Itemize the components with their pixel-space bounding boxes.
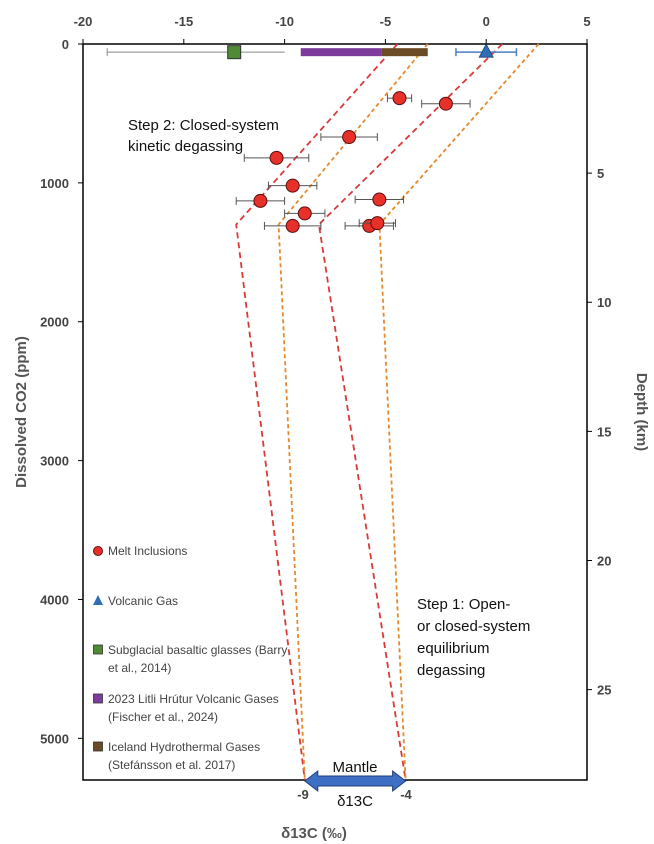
- legend-label: Volcanic Gas: [108, 594, 178, 608]
- step1-label-line3: equilibrium: [417, 640, 490, 657]
- axis-ticks: -20 -15 -10 -5 0 5 0 1000 2000 3000 4000 5000 5 10 15 2…: [40, 14, 611, 746]
- legend-label: et al., 2014): [108, 661, 171, 675]
- melt-inclusion-point: [342, 130, 357, 145]
- y-tick-label: 1000: [40, 176, 69, 191]
- legend-label: Subglacial basaltic glasses (Barry: [108, 643, 287, 657]
- melt-inclusion-point: [253, 193, 268, 208]
- legend-square-marker: [93, 741, 103, 752]
- y2-tick-label: 5: [597, 166, 604, 181]
- legend-label: (Stefánsson et al. 2017): [108, 758, 235, 772]
- volcanic-gas-marker: [478, 43, 494, 58]
- legend: Melt Inclusions Volcanic Gas Subglacial ba…: [93, 544, 287, 772]
- y2-axis-label: Depth (km): [633, 373, 650, 451]
- mantle-label: Mantle: [332, 759, 377, 776]
- melt-inclusion-point: [269, 150, 284, 165]
- y-axis-label: Dissolved CO2 (ppm): [13, 336, 30, 488]
- melt-inclusion-point: [372, 192, 387, 207]
- melt-inclusion-point: [370, 216, 385, 231]
- step1-label-line1: Step 1: Open-: [417, 596, 510, 613]
- melt-inclusion-point: [438, 96, 453, 111]
- range-bars: [106, 43, 518, 60]
- y2-tick-label: 15: [597, 424, 611, 439]
- legend-label: Melt Inclusions: [108, 544, 187, 558]
- legend-square-marker: [93, 644, 103, 655]
- data-points: [235, 91, 471, 233]
- melt-inclusion-point: [392, 91, 407, 106]
- melt-inclusion-point: [297, 206, 312, 221]
- x-tick-label: 0: [483, 14, 490, 29]
- y-tick-label: 0: [62, 37, 69, 52]
- y-tick-label: 5000: [40, 731, 69, 746]
- legend-label: 2023 Litli Hrútur Volcanic Gases: [108, 692, 279, 706]
- y2-tick-label: 25: [597, 683, 611, 698]
- mantle-range: Mantle δ13C -9 -4: [297, 759, 412, 810]
- legend-melt-inclusion-marker: [93, 546, 103, 556]
- x-tick-label: 5: [583, 14, 590, 29]
- step2-label-line1: Step 2: Closed-system: [128, 117, 279, 134]
- step2-label-line2: kinetic degassing: [128, 138, 243, 155]
- litli-hrutur-bar: [300, 48, 382, 57]
- y-tick-label: 3000: [40, 454, 69, 469]
- y2-tick-label: 20: [597, 553, 611, 568]
- kinetic-model-line: [235, 43, 399, 781]
- equilibrium-model-line: [277, 43, 429, 781]
- x-tick-label: -10: [275, 14, 294, 29]
- mantle-symbol: δ13C: [337, 793, 373, 810]
- legend-volcanic-gas-marker: [93, 595, 103, 605]
- step1-label-line2: or closed-system: [417, 618, 530, 635]
- legend-label: (Fischer et al., 2024): [108, 710, 218, 724]
- x-tick-label: -5: [380, 14, 392, 29]
- x-axis-label: δ13C (‰): [281, 825, 347, 842]
- x-tick-label: -20: [74, 14, 93, 29]
- legend-label: Iceland Hydrothermal Gases: [108, 740, 260, 754]
- y2-tick-label: 10: [597, 295, 611, 310]
- y-tick-label: 4000: [40, 592, 69, 607]
- mantle-max-label: -4: [400, 787, 412, 802]
- melt-inclusion-point: [285, 178, 300, 193]
- y-tick-label: 2000: [40, 315, 69, 330]
- melt-inclusion-point: [285, 218, 300, 233]
- step1-label-line4: degassing: [417, 662, 485, 679]
- x-tick-label: -15: [174, 14, 193, 29]
- hydrothermal-bar: [381, 48, 428, 57]
- mantle-min-label: -9: [297, 787, 309, 802]
- glass-marker: [227, 45, 242, 60]
- legend-square-marker: [93, 693, 103, 704]
- mantle-double-arrow: [303, 769, 407, 793]
